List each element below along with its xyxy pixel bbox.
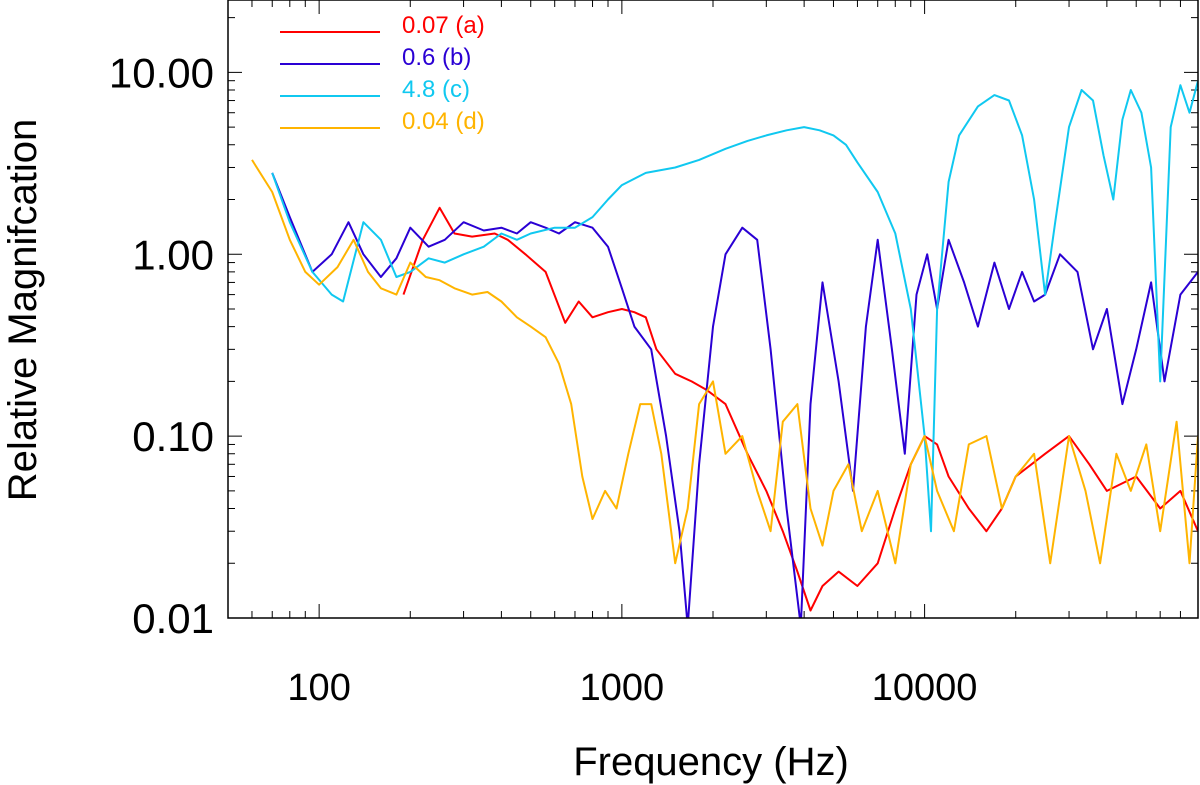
legend-label: 0.07 (a) — [402, 12, 485, 39]
x-tick-labels: 100 1000 10000 — [287, 667, 977, 709]
y-tick-label: 1.00 — [132, 231, 214, 278]
minor-ticks — [227, 0, 1199, 619]
legend-label: 0.6 (b) — [402, 44, 471, 71]
series-group — [251, 80, 1198, 618]
y-tick-label: 10.00 — [109, 49, 214, 96]
series-line-d — [251, 159, 1198, 565]
y-tick-labels: 0.01 0.10 1.00 10.00 — [109, 49, 214, 642]
series-line-a — [402, 206, 1198, 612]
x-tick-label: 1000 — [580, 667, 665, 709]
x-tick-label: 10000 — [872, 667, 978, 709]
legend: 0.07 (a) 0.6 (b) 4.8 (c) 0.04 (d) — [280, 12, 485, 135]
y-tick-label: 0.10 — [132, 413, 214, 460]
x-tick-label: 100 — [287, 667, 350, 709]
y-axis-title: Relative Magnifcation — [1, 119, 45, 501]
plot-frame — [227, 0, 1199, 619]
series-line-c — [271, 80, 1198, 533]
y-tick-label: 0.01 — [132, 595, 214, 642]
x-axis-title: Frequency (Hz) — [573, 740, 849, 784]
series-line-b — [271, 172, 1198, 618]
legend-label: 4.8 (c) — [402, 76, 470, 103]
legend-label: 0.04 (d) — [402, 108, 485, 135]
